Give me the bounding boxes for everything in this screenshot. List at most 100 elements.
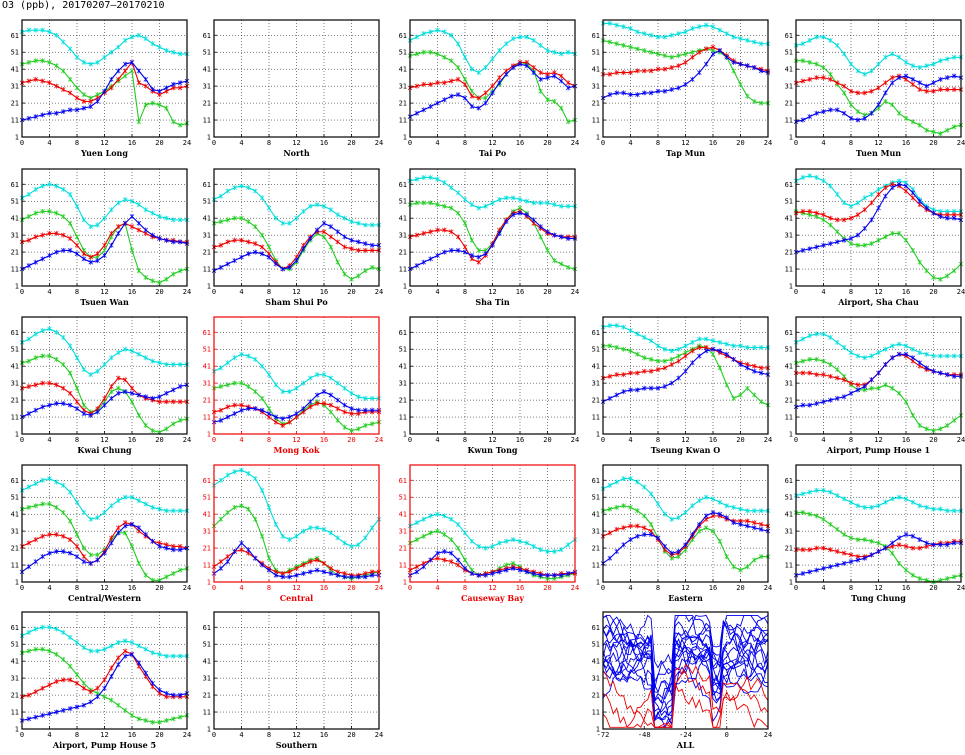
data-point-blue (74, 107, 80, 113)
data-point-cyan (938, 506, 943, 512)
x-tick-label: 12 (100, 584, 108, 592)
data-point-blue (102, 88, 107, 94)
data-point-red (88, 254, 93, 260)
panel-frame (795, 316, 962, 435)
data-point-green (335, 417, 340, 423)
x-tick-label: 24 (375, 436, 383, 444)
x-tick-label: 4 (821, 584, 825, 592)
overview-trace-blue (602, 621, 769, 726)
data-point-green (752, 557, 757, 563)
data-point-cyan (356, 542, 361, 548)
data-point-green (669, 54, 674, 60)
x-tick-label: 20 (543, 139, 551, 147)
data-point-red (807, 76, 812, 82)
data-point-cyan (40, 183, 45, 189)
data-point-blue (95, 694, 100, 700)
data-point-green (951, 124, 957, 130)
data-point-green (150, 278, 155, 284)
data-point-cyan (328, 375, 334, 381)
panel-frame (213, 168, 380, 287)
data-point-blue (738, 521, 743, 527)
data-point-red (129, 385, 135, 391)
data-point-blue (565, 571, 571, 577)
data-point-red (476, 259, 481, 265)
data-point-cyan (259, 195, 265, 201)
data-point-red (232, 402, 237, 408)
data-point-green (150, 100, 155, 106)
x-tick-label: 0 (212, 436, 216, 444)
data-point-green (903, 399, 909, 405)
data-point-green (47, 353, 52, 359)
data-point-red (669, 361, 674, 367)
data-point-red (95, 685, 100, 691)
y-tick-label: 11 (592, 562, 600, 570)
data-point-blue (239, 407, 244, 413)
x-tick-label: 8 (267, 288, 271, 296)
data-point-blue (33, 407, 38, 413)
data-point-blue (800, 117, 806, 123)
data-point-green (54, 63, 59, 69)
panel-frame (409, 19, 576, 138)
data-point-red (848, 380, 854, 386)
x-tick-label: 8 (656, 436, 660, 444)
data-point-cyan (828, 489, 833, 495)
y-tick-label: 1 (15, 726, 19, 734)
data-point-blue (490, 571, 495, 577)
data-point-blue (828, 241, 833, 247)
data-point-cyan (102, 215, 107, 221)
y-tick-label: 41 (11, 511, 19, 519)
data-point-red (758, 365, 764, 371)
data-point-blue (442, 249, 447, 255)
data-point-green (559, 105, 564, 111)
data-point-blue (67, 107, 73, 113)
data-point-blue (301, 406, 306, 412)
y-tick-label: 51 (399, 494, 407, 502)
data-point-green (143, 572, 148, 578)
data-point-red (752, 520, 757, 526)
y-tick-label: 61 (11, 329, 19, 337)
data-point-blue (559, 234, 564, 240)
data-point-blue (821, 242, 826, 248)
data-point-cyan (642, 334, 647, 340)
data-point-blue (321, 389, 327, 395)
data-point-cyan (239, 183, 244, 189)
data-point-cyan (61, 629, 66, 635)
data-point-green (442, 532, 447, 538)
data-point-green (676, 353, 681, 359)
data-point-red (683, 353, 688, 359)
y-tick-label: 51 (203, 49, 211, 57)
data-point-blue (122, 220, 128, 226)
data-point-green (676, 53, 681, 59)
data-point-blue (449, 247, 454, 253)
data-point-cyan (717, 499, 723, 505)
x-tick-label: 0 (20, 436, 24, 444)
data-point-green (483, 95, 488, 101)
data-point-red (442, 80, 447, 86)
data-point-red (807, 547, 812, 553)
data-point-blue (164, 85, 169, 91)
data-point-cyan (136, 32, 142, 38)
panel-title: Central (280, 593, 313, 603)
data-point-red (635, 370, 640, 376)
data-point-blue (462, 249, 468, 255)
y-tick-label: 21 (11, 545, 19, 553)
panel-title: Yuen Long (80, 148, 128, 158)
data-point-cyan (731, 343, 736, 349)
data-point-red (239, 402, 244, 408)
data-point-cyan (828, 37, 833, 43)
data-point-blue (157, 687, 162, 693)
data-point-red (225, 554, 230, 560)
data-point-green (218, 219, 224, 225)
data-point-blue (841, 560, 847, 566)
data-point-blue (883, 193, 888, 199)
data-point-cyan (54, 32, 59, 38)
data-point-green (903, 567, 909, 573)
x-tick-label: 24 (183, 139, 191, 147)
data-point-green (177, 567, 183, 573)
data-point-green (848, 241, 854, 247)
data-point-cyan (81, 59, 87, 65)
data-point-green (122, 530, 128, 536)
panel-title: Southern (276, 740, 318, 750)
data-point-blue (628, 537, 633, 543)
